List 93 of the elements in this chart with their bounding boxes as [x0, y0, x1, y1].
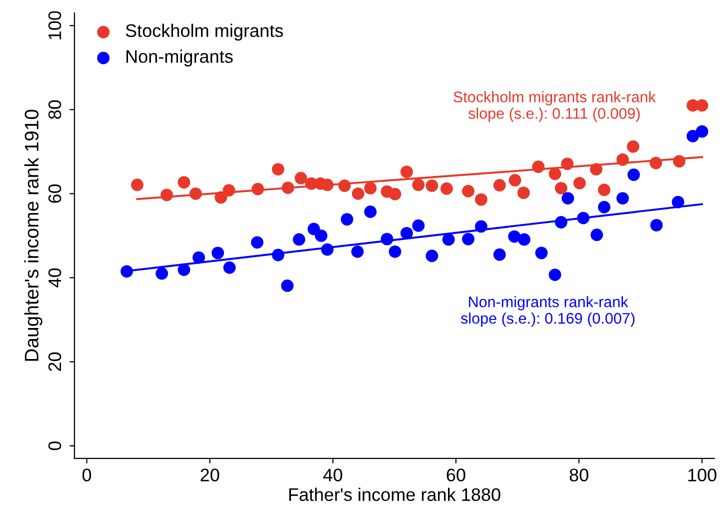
point — [400, 166, 413, 178]
point — [250, 236, 264, 249]
point — [120, 265, 133, 278]
point — [282, 182, 294, 194]
point — [214, 191, 228, 204]
point — [160, 188, 173, 202]
point — [562, 192, 574, 204]
point — [412, 178, 425, 192]
point — [178, 176, 190, 189]
point — [131, 178, 144, 192]
point — [192, 251, 205, 264]
x-tick-label: 20 — [200, 468, 220, 482]
point — [189, 187, 202, 200]
point — [426, 179, 438, 192]
point — [222, 184, 236, 197]
point — [554, 216, 568, 228]
point — [412, 219, 425, 232]
point — [440, 182, 453, 195]
y-tick-label: 40 — [48, 268, 62, 288]
y-axis-title: Daughter's income rank 1910 — [24, 110, 42, 361]
point — [294, 172, 308, 184]
point — [673, 155, 686, 168]
point — [321, 178, 334, 192]
point — [400, 226, 413, 240]
point — [616, 153, 629, 166]
point — [535, 246, 548, 260]
point — [252, 182, 264, 196]
point — [590, 228, 604, 242]
point — [462, 184, 474, 198]
point — [650, 218, 663, 232]
point — [178, 264, 190, 276]
x-tick-label: 80 — [570, 468, 588, 482]
x-tick-label: 40 — [323, 468, 342, 482]
point — [493, 248, 506, 261]
annotation: Non-migrants rank-rank slope (s.e.): 0.169 (0.007) — [460, 296, 634, 327]
point — [686, 130, 699, 142]
point — [388, 245, 402, 258]
y-tick-label: 20 — [48, 352, 62, 371]
point — [388, 188, 402, 200]
point — [517, 186, 530, 200]
x-tick-label: 100 — [688, 468, 716, 482]
point — [272, 163, 284, 176]
point — [598, 184, 610, 196]
point — [474, 193, 488, 206]
point — [590, 163, 602, 176]
point — [212, 246, 224, 260]
point — [380, 232, 394, 246]
y-tick-label: 0 — [48, 442, 62, 450]
point — [508, 230, 521, 243]
point — [554, 182, 568, 194]
point — [474, 220, 488, 233]
point — [352, 187, 364, 200]
x-axis-title: Father's income rank 1880 — [289, 488, 500, 502]
point — [573, 176, 586, 190]
point — [548, 268, 562, 281]
point — [696, 125, 708, 138]
point — [462, 232, 474, 246]
x-tick-label: 60 — [446, 468, 466, 482]
point — [626, 140, 640, 153]
y-tick-label: 60 — [48, 184, 62, 203]
point — [272, 248, 284, 262]
point — [518, 233, 530, 246]
point — [281, 279, 294, 292]
point — [696, 99, 708, 112]
point — [442, 233, 455, 246]
point — [493, 179, 506, 192]
point — [314, 229, 328, 242]
point — [577, 212, 590, 224]
point — [364, 206, 377, 218]
point — [628, 168, 640, 181]
point — [672, 196, 684, 208]
x-tick-label: 0 — [82, 468, 92, 482]
point — [616, 192, 629, 204]
point — [351, 245, 364, 258]
legend-label: Non-migrants — [126, 50, 233, 66]
legend-label: Stockholm migrants — [126, 24, 283, 41]
point — [598, 200, 610, 214]
point — [364, 182, 377, 194]
point — [650, 156, 662, 170]
y-tick-label: 100 — [48, 11, 62, 40]
point — [292, 233, 306, 246]
point — [508, 174, 522, 186]
point — [340, 213, 354, 226]
point — [548, 168, 562, 180]
point — [426, 250, 438, 262]
point — [156, 267, 168, 280]
annotation: Stockholm migrants rank-rank slope (s.e.): 0.111 (0.009) — [454, 91, 656, 122]
y-tick-label: 80 — [48, 100, 62, 119]
point — [321, 243, 334, 256]
point — [223, 261, 236, 274]
point — [561, 158, 574, 170]
point — [532, 160, 545, 173]
point — [338, 179, 351, 192]
